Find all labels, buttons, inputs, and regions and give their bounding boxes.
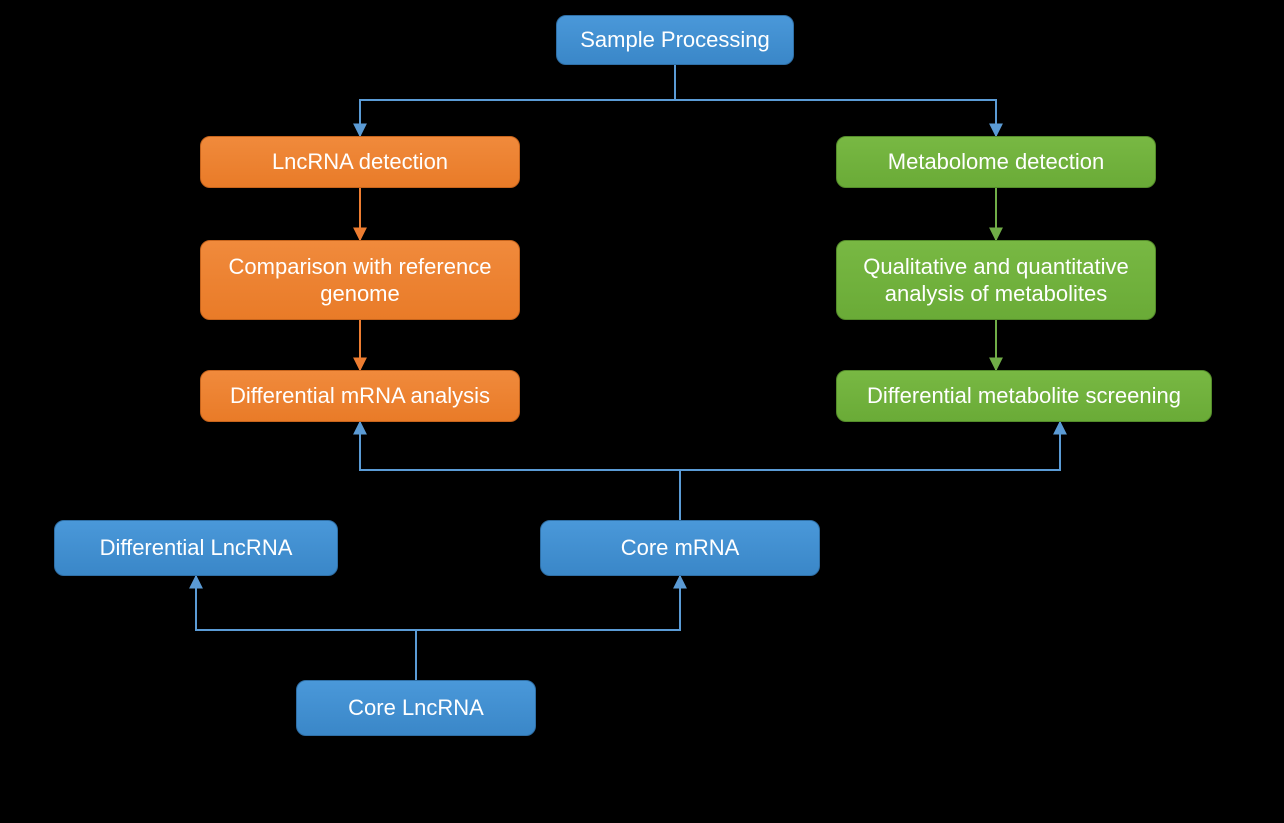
node-differential-metabolite-screening: Differential metabolite screening: [836, 370, 1212, 422]
edge-core_lncrna-to-diff_lncrna: [196, 576, 416, 680]
node-metabolome-detection: Metabolome detection: [836, 136, 1156, 188]
node-qualitative-quantitative-analysis: Qualitative and quantitative analysis of…: [836, 240, 1156, 320]
node-core-mrna: Core mRNA: [540, 520, 820, 576]
node-sample-processing: Sample Processing: [556, 15, 794, 65]
node-differential-lncrna: Differential LncRNA: [54, 520, 338, 576]
node-differential-mrna-analysis: Differential mRNA analysis: [200, 370, 520, 422]
node-comparison-reference-genome: Comparison with reference genome: [200, 240, 520, 320]
node-lncrna-detection: LncRNA detection: [200, 136, 520, 188]
edge-junction_mid-to-diff_mrna: [360, 422, 680, 520]
node-core-lncrna: Core LncRNA: [296, 680, 536, 736]
edge-sample_processing-to-lncrna_detection: [360, 65, 675, 136]
edge-sample_processing-to-metabolome_detection: [675, 65, 996, 136]
edge-junction_mid-to-diff_metabolite: [680, 422, 1060, 520]
edge-core_lncrna-to-core_mrna: [416, 576, 680, 680]
